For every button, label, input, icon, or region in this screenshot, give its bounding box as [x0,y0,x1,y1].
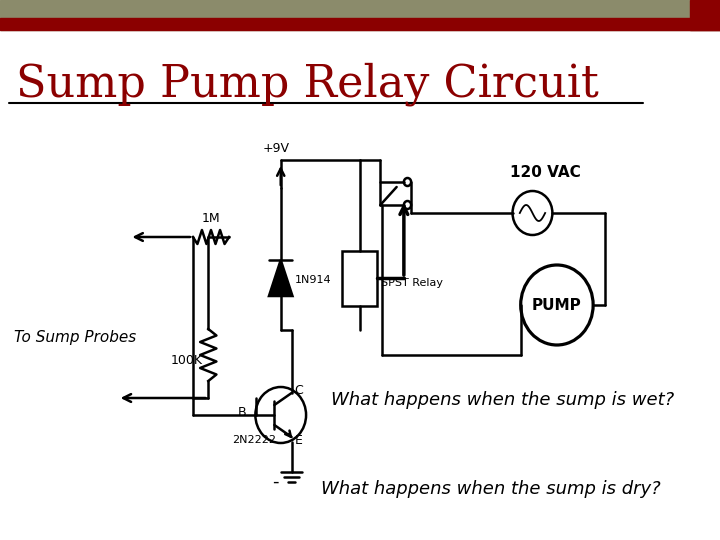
Text: Sump Pump Relay Circuit: Sump Pump Relay Circuit [17,62,599,106]
Text: 2N2222: 2N2222 [232,435,276,445]
Text: E: E [294,435,302,448]
Text: SPST Relay: SPST Relay [381,278,444,288]
Text: To Sump Probes: To Sump Probes [14,330,136,345]
Bar [342,251,377,306]
Text: PUMP: PUMP [532,298,582,313]
Text: 1N914: 1N914 [295,275,332,285]
Text: 120 VAC: 120 VAC [510,165,580,180]
Text: 100K: 100K [170,354,202,367]
Polygon shape [269,260,292,296]
Text: C: C [294,384,303,397]
Text: B: B [238,407,247,420]
Text: What happens when the sump is dry?: What happens when the sump is dry? [321,480,661,498]
Text: 1M: 1M [202,213,220,226]
Text: +9V: +9V [263,141,289,154]
Text: -: - [271,473,278,491]
Text: What happens when the sump is wet?: What happens when the sump is wet? [330,391,674,409]
